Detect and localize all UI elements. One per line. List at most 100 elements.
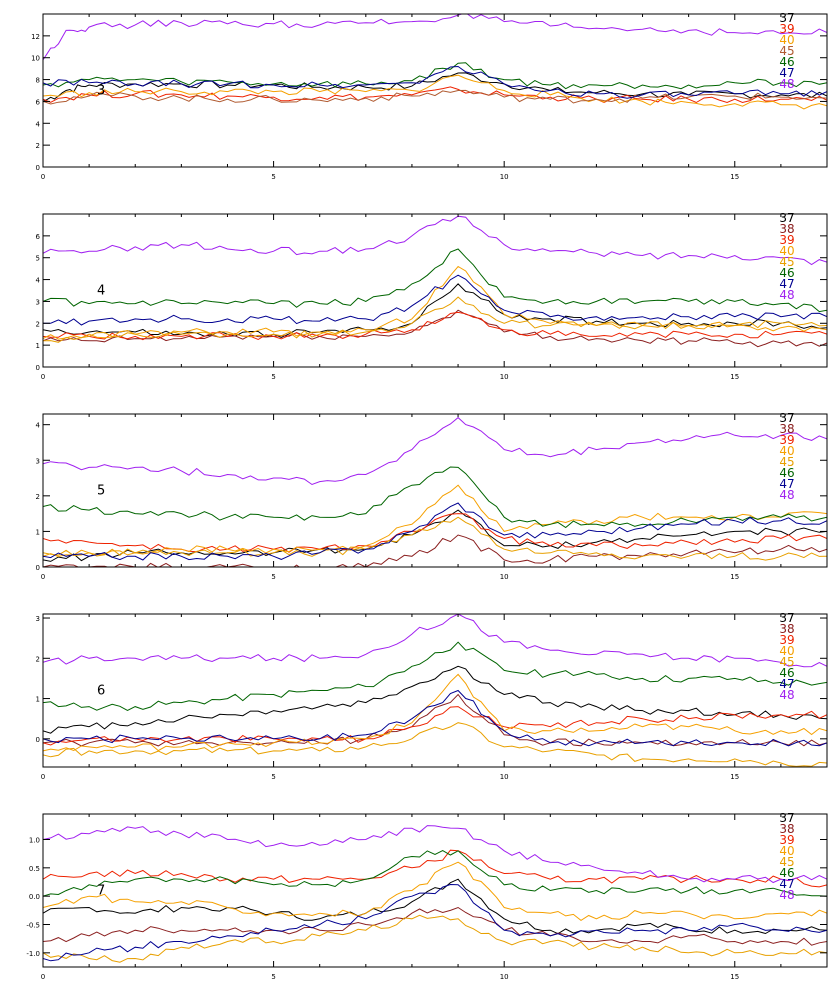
x-tick-label: 10 [500,573,509,581]
series-line-48 [43,215,827,266]
x-tick-label: 15 [730,973,739,981]
legend-entry-48: 48 [779,77,794,91]
legend-entry-47: 47 [779,66,794,80]
legend-entry-37: 37 [779,211,794,225]
series-line-47 [43,883,827,962]
x-tick-label: 5 [271,573,275,581]
legend-entry-37: 37 [779,811,794,825]
y-tick-label: 3 [36,457,40,465]
y-tick-label: 6 [36,233,41,241]
legend-entry-40: 40 [779,444,794,458]
legend-entry-40: 40 [779,244,794,258]
plot-frame [42,613,828,768]
series-line-47 [43,502,827,561]
x-tick-label: 0 [41,573,45,581]
panel-number-label: 7 [97,884,105,899]
y-tick-label: 1 [36,342,40,350]
series-line-45 [43,296,827,343]
y-tick-label: 0 [36,164,40,172]
legend-entry-39: 39 [779,633,794,647]
legend-entry-45: 45 [779,855,794,869]
panel-number-label: 5 [97,484,105,499]
legend-entry-47: 47 [779,677,794,691]
legend-entry-45: 45 [779,255,794,269]
x-tick-label: 10 [500,973,509,981]
series-line-38 [43,693,827,747]
legend-entry-37: 37 [779,11,794,25]
series-line-46 [43,641,827,711]
series-line-46 [43,248,827,313]
series-line-45 [43,516,827,561]
legend-entry-46: 46 [779,55,794,69]
legend-entry-39: 39 [779,233,794,247]
y-tick-label: 2 [36,142,40,150]
x-tick-label: 5 [271,773,275,781]
x-tick-label: 10 [500,373,509,381]
y-tick-label: 0 [36,364,40,372]
legend-entry-39: 39 [779,833,794,847]
series-line-39 [43,706,827,746]
y-tick-label: 3 [36,298,40,306]
x-tick-label: 0 [41,773,45,781]
y-tick-label: 10 [31,55,40,63]
series-line-45 [43,722,827,767]
x-tick-label: 15 [730,773,739,781]
plot-frame [42,213,828,368]
series-line-47 [43,274,827,326]
series-line-48 [43,416,827,486]
legend-entry-48: 48 [779,488,794,502]
panel-number-label: 6 [97,684,105,699]
panel-number-label: 3 [97,84,105,99]
legend-entry-47: 47 [779,277,794,291]
series-line-48 [43,825,827,884]
x-tick-label: 10 [500,173,509,181]
y-tick-label: 4 [36,422,41,430]
y-tick-label: 1 [36,528,40,536]
y-tick-label: 3 [36,615,40,623]
legend-entry-40: 40 [779,644,794,658]
legend-entry-45: 45 [779,655,794,669]
plot-frame [42,813,828,968]
series-line-38 [43,309,827,348]
y-tick-label: 2 [36,655,40,663]
series-group [43,215,827,348]
y-tick-label: 1 [36,696,40,704]
series-line-46 [43,466,827,529]
legend-entry-38: 38 [779,222,794,236]
plot-frame [42,413,828,568]
x-tick-label: 15 [730,173,739,181]
series-line-48 [43,614,827,668]
legend-entry-45: 45 [779,44,794,58]
legend-entry-46: 46 [779,466,794,480]
series-line-47 [43,689,827,747]
legend-entry-48: 48 [779,888,794,902]
series-line-39 [43,513,827,553]
x-tick-label: 5 [271,373,275,381]
series-line-40 [43,265,827,340]
series-line-39 [43,86,827,104]
y-tick-label: 1.0 [29,837,40,845]
series-line-40 [43,861,827,922]
y-tick-label: 8 [36,77,40,85]
series-group [43,825,827,963]
series-line-37 [43,878,827,935]
legend-entry-48: 48 [779,288,794,302]
legend-entry-38: 38 [779,422,794,436]
panel-number-label: 4 [97,284,105,299]
series-line-37 [43,665,827,734]
series-line-37 [43,283,827,338]
y-tick-label: 2 [36,320,40,328]
series-line-40 [43,484,827,558]
series-line-46 [43,850,827,897]
y-tick-label: 6 [36,98,41,106]
y-tick-label: 4 [36,120,41,128]
series-line-47 [43,65,827,99]
legend-entry-48: 48 [779,688,794,702]
legend-entry-40: 40 [779,33,794,47]
